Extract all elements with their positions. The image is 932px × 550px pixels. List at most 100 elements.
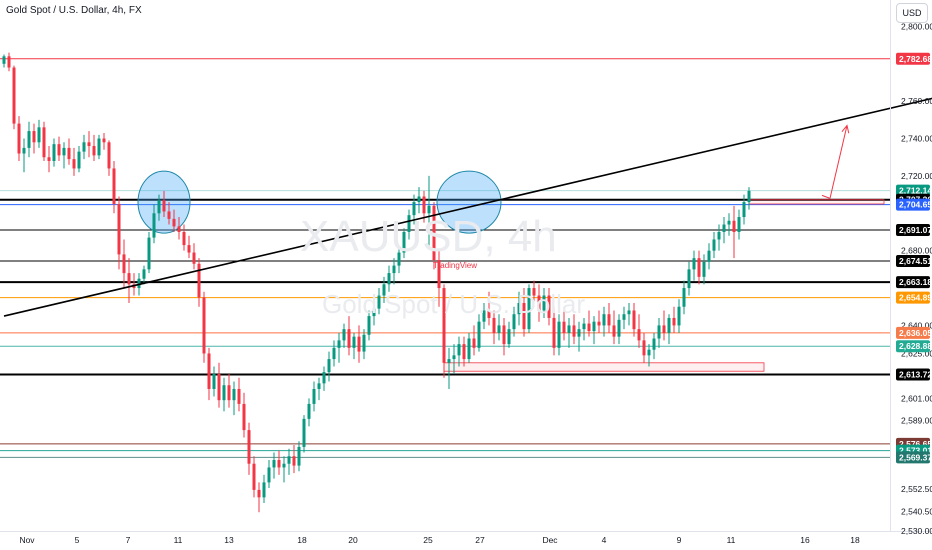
candle-body <box>552 317 556 348</box>
candle-body <box>677 306 681 326</box>
candle-body <box>307 403 311 419</box>
candles <box>2 52 751 513</box>
trendline <box>3 97 932 317</box>
candle-body <box>102 138 106 143</box>
horizontal-levels <box>0 58 890 458</box>
candle-body <box>707 250 711 262</box>
candle-body <box>177 226 181 232</box>
price-tag <box>896 276 930 289</box>
candle-body <box>477 321 481 348</box>
candle-body <box>147 237 151 270</box>
arrow-shaft <box>829 125 848 199</box>
price-tag <box>896 340 930 353</box>
price-tick-label: 2,800.00 <box>901 21 932 31</box>
price-tag-label: 2,654.89 <box>899 293 932 303</box>
zone-rect <box>443 362 765 372</box>
candle-body <box>267 467 271 483</box>
price-tick-label: 2,625.00 <box>901 348 932 358</box>
candle-body <box>597 321 601 326</box>
candle-body <box>122 254 126 274</box>
candle-body <box>87 142 91 147</box>
candle-body <box>217 374 221 401</box>
candle-body <box>427 205 431 214</box>
candle-body <box>302 418 306 447</box>
candle-body <box>722 224 726 232</box>
candle-body <box>567 325 571 333</box>
candle-body <box>257 489 261 498</box>
candle-body <box>452 355 456 360</box>
candle-body <box>527 288 531 330</box>
price-tag <box>896 223 930 236</box>
candle-body <box>582 323 586 330</box>
candle-body <box>512 314 516 330</box>
candle-body <box>417 196 421 203</box>
candle-body <box>332 347 336 360</box>
time-tick-label: Dec <box>542 535 558 545</box>
price-tag-label: 2,576.65 <box>899 439 932 449</box>
arrow-head <box>841 124 850 134</box>
currency-button[interactable]: USD <box>896 3 928 23</box>
time-tick-label: 18 <box>850 535 860 545</box>
price-tag-label: 2,573.01 <box>899 446 932 456</box>
candle-body <box>112 168 116 204</box>
tradingview-label: TradingView <box>433 261 478 270</box>
price-tick-label: 2,760.00 <box>901 96 932 106</box>
highlight-circle <box>436 170 502 234</box>
candle-body <box>447 359 451 363</box>
price-tag-label: 2,691.07 <box>899 225 932 235</box>
time-tick-label: 9 <box>677 535 682 545</box>
candle-body <box>607 314 611 326</box>
candle-body <box>732 220 736 232</box>
candle-body <box>662 325 666 333</box>
candle-body <box>642 340 646 356</box>
candle-body <box>207 353 211 389</box>
price-tag-label: 2,712.14 <box>899 186 932 196</box>
candle-body <box>637 329 641 341</box>
candle-body <box>47 157 51 161</box>
candle-body <box>342 329 346 341</box>
candle-body <box>432 205 436 261</box>
candle-body <box>617 319 621 337</box>
candle-body <box>702 261 706 277</box>
candle-body <box>467 338 471 360</box>
candle-body <box>372 308 376 317</box>
candle-body <box>227 385 231 401</box>
candle-body <box>117 203 121 255</box>
candle-body <box>687 269 691 289</box>
price-tag-label: 2,628.88 <box>899 341 932 351</box>
candle-body <box>572 325 576 337</box>
candle-body <box>487 310 491 318</box>
price-tick-label: 2,740.00 <box>901 134 932 144</box>
price-tag-label: 2,704.65 <box>899 200 932 210</box>
candle-body <box>352 336 356 348</box>
price-tag <box>896 52 930 65</box>
time-tick-label: 4 <box>602 535 607 545</box>
zones <box>443 199 885 372</box>
price-tag <box>896 254 930 267</box>
candle-body <box>602 314 606 326</box>
price-tick-label: 2,589.00 <box>901 416 932 426</box>
time-axis[interactable]: Nov 5 7 11 13 18 20 25 27 Dec 4 9 11 16 18 <box>19 535 860 545</box>
candle-body <box>647 349 651 356</box>
price-tag <box>896 326 930 339</box>
candle-body <box>182 231 186 246</box>
candle-body <box>612 325 616 337</box>
candle-body <box>212 374 216 389</box>
candle-body <box>162 200 166 212</box>
candle-body <box>192 252 196 264</box>
candle-body <box>202 297 206 354</box>
trendline-layer <box>3 97 932 317</box>
candle-body <box>492 317 496 333</box>
candle-body <box>17 123 21 154</box>
candle-body <box>357 336 361 352</box>
candle-body <box>672 317 676 326</box>
candle-body <box>737 217 741 232</box>
time-tick-label: 5 <box>75 535 80 545</box>
candle-body <box>327 359 331 373</box>
candle-body <box>682 288 686 307</box>
candle-body <box>272 459 276 468</box>
candle-body <box>42 127 46 158</box>
candle-body <box>717 231 721 240</box>
price-axis[interactable]: 2,800.00 2,760.00 2,740.00 2,720.00 2,680.00… <box>901 21 932 536</box>
